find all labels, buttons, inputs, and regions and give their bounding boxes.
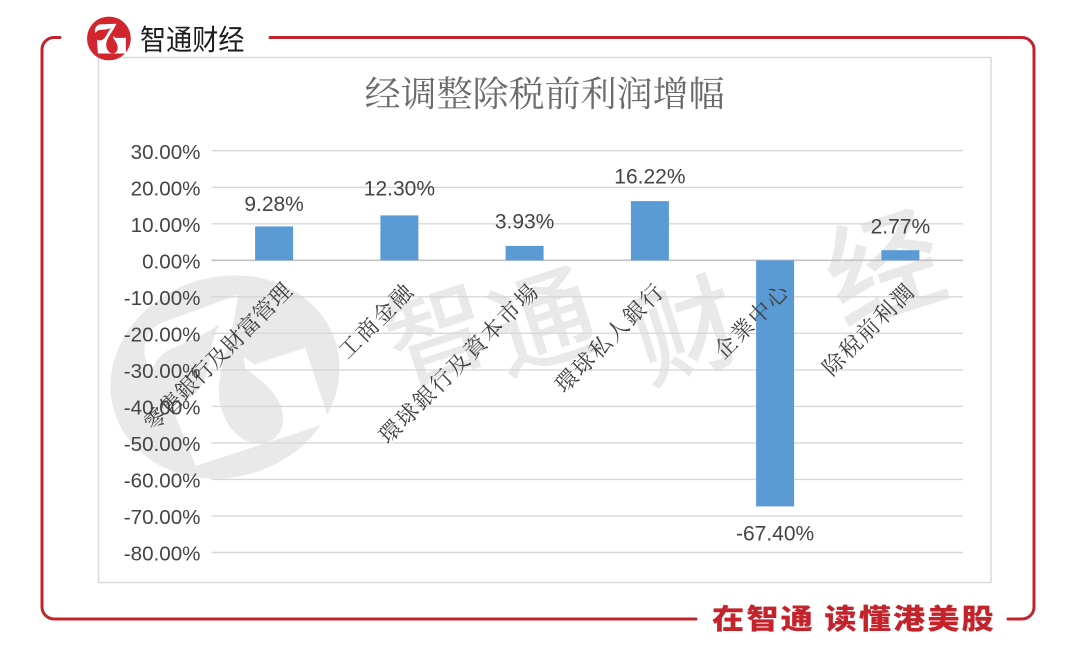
svg-text:-10.00%: -10.00% [124, 287, 201, 310]
svg-text:16.22%: 16.22% [614, 166, 685, 189]
svg-text:2.77%: 2.77% [871, 216, 931, 239]
svg-text:-67.40%: -67.40% [736, 523, 814, 546]
svg-text:0.00%: 0.00% [142, 251, 200, 274]
svg-text:-20.00%: -20.00% [124, 324, 201, 347]
svg-text:-30.00%: -30.00% [124, 360, 201, 383]
svg-text:12.30%: 12.30% [364, 178, 435, 201]
svg-text:30.00%: 30.00% [131, 141, 201, 164]
svg-text:3.93%: 3.93% [495, 211, 555, 234]
svg-text:10.00%: 10.00% [131, 214, 201, 237]
svg-text:-70.00%: -70.00% [124, 506, 201, 529]
svg-text:-80.00%: -80.00% [124, 543, 201, 566]
svg-text:-60.00%: -60.00% [124, 470, 201, 493]
svg-text:20.00%: 20.00% [131, 178, 201, 201]
svg-text:9.28%: 9.28% [244, 193, 304, 216]
svg-text:-50.00%: -50.00% [124, 433, 201, 456]
